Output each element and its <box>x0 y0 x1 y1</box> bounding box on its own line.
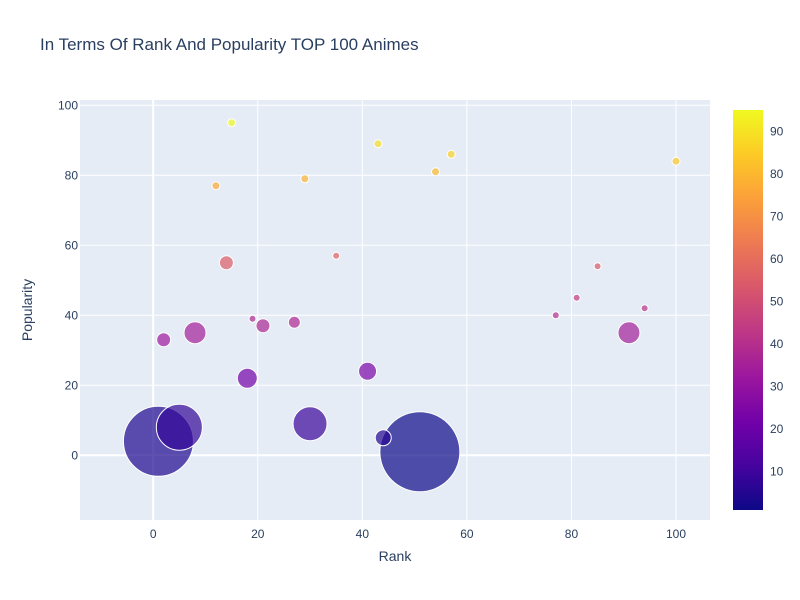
data-point <box>593 262 602 271</box>
data-point <box>358 361 378 381</box>
data-point <box>551 311 560 320</box>
colorbar-tick-label: 80 <box>770 167 784 181</box>
x-tick-label: 40 <box>356 527 370 541</box>
colorbar-tick-label: 70 <box>770 209 784 223</box>
data-point <box>292 406 328 442</box>
y-tick-labels: 0 20 40 60 80 100 <box>58 98 78 462</box>
colorbar <box>733 110 763 510</box>
colorbar-tick-label: 10 <box>770 465 784 479</box>
points-layer <box>122 118 681 493</box>
data-point <box>248 314 257 323</box>
data-point <box>155 403 203 451</box>
data-point <box>332 251 341 260</box>
data-point <box>255 318 271 334</box>
data-point <box>287 315 301 329</box>
data-point <box>446 149 456 159</box>
data-point <box>227 118 237 128</box>
data-point <box>211 181 221 191</box>
data-point <box>379 411 461 493</box>
data-point <box>617 321 641 345</box>
y-tick-label: 100 <box>58 98 78 112</box>
x-tick-labels: 0 20 40 60 80 100 <box>150 527 686 541</box>
data-point <box>431 167 441 177</box>
y-tick-label: 20 <box>65 378 79 392</box>
data-point <box>640 304 649 313</box>
colorbar-tick-labels: 10 20 30 40 50 60 70 80 90 <box>770 124 784 478</box>
y-tick-label: 0 <box>71 448 78 462</box>
x-tick-label: 20 <box>251 527 265 541</box>
x-axis-label: Rank <box>379 548 413 564</box>
colorbar-tick-label: 30 <box>770 380 784 394</box>
data-point <box>300 174 310 184</box>
y-tick-label: 60 <box>65 238 79 252</box>
x-tick-label: 60 <box>460 527 474 541</box>
data-point <box>236 367 258 389</box>
chart-title: In Terms Of Rank And Popularity TOP 100 … <box>40 35 419 54</box>
y-tick-label: 80 <box>65 168 79 182</box>
data-point <box>156 332 172 348</box>
data-point <box>671 156 681 166</box>
y-axis-label: Popularity <box>19 279 35 341</box>
data-point <box>374 429 392 447</box>
colorbar-tick-label: 60 <box>770 252 784 266</box>
data-point <box>183 321 207 345</box>
data-point <box>572 293 581 302</box>
colorbar-tick-label: 20 <box>770 422 784 436</box>
y-tick-label: 40 <box>65 308 79 322</box>
x-tick-label: 80 <box>565 527 579 541</box>
x-tick-label: 0 <box>150 527 157 541</box>
data-point <box>373 139 383 149</box>
grid <box>80 100 710 520</box>
x-tick-label: 100 <box>666 527 686 541</box>
data-point <box>218 255 234 271</box>
colorbar-tick-label: 40 <box>770 337 784 351</box>
colorbar-tick-label: 90 <box>770 124 784 138</box>
colorbar-tick-label: 50 <box>770 294 784 308</box>
